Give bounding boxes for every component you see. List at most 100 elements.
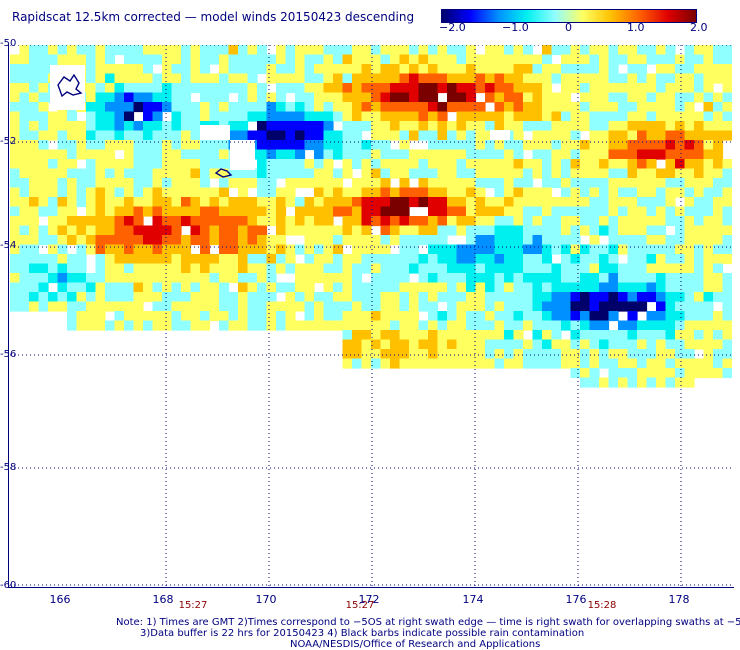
wind-diff-cell bbox=[57, 216, 68, 227]
wind-diff-cell bbox=[703, 263, 714, 274]
wind-diff-cell bbox=[200, 111, 211, 122]
wind-diff-cell bbox=[608, 377, 619, 388]
wind-diff-cell bbox=[570, 73, 581, 84]
wind-diff-cell bbox=[447, 168, 458, 179]
wind-diff-cell bbox=[323, 254, 334, 265]
wind-diff-cell bbox=[694, 368, 705, 379]
wind-diff-cell bbox=[399, 178, 410, 189]
wind-diff-cell bbox=[257, 187, 268, 198]
wind-diff-cell bbox=[323, 311, 334, 322]
wind-diff-cell bbox=[352, 263, 363, 274]
wind-diff-cell bbox=[228, 235, 239, 246]
wind-diff-cell bbox=[352, 254, 363, 265]
wind-diff-cell bbox=[494, 140, 505, 151]
wind-diff-cell bbox=[409, 254, 420, 265]
wind-diff-cell bbox=[361, 197, 372, 208]
wind-diff-cell bbox=[608, 45, 619, 56]
wind-diff-cell bbox=[95, 311, 106, 322]
wind-diff-cell bbox=[475, 235, 486, 246]
wind-diff-cell bbox=[418, 102, 429, 113]
wind-diff-cell bbox=[475, 349, 486, 360]
wind-diff-cell bbox=[599, 45, 610, 56]
wind-diff-cell bbox=[447, 54, 458, 65]
wind-diff-cell bbox=[209, 92, 220, 103]
wind-diff-cell bbox=[295, 159, 306, 170]
wind-diff-cell bbox=[209, 282, 220, 293]
wind-diff-cell bbox=[38, 225, 49, 236]
wind-diff-cell bbox=[219, 273, 230, 284]
wind-diff-cell bbox=[380, 64, 391, 75]
wind-diff-cell bbox=[513, 301, 524, 312]
wind-diff-cell bbox=[703, 273, 714, 284]
wind-diff-cell bbox=[38, 263, 49, 274]
wind-diff-cell bbox=[684, 149, 695, 160]
wind-diff-cell bbox=[570, 339, 581, 350]
wind-diff-cell bbox=[570, 273, 581, 284]
wind-diff-cell bbox=[722, 159, 732, 170]
wind-diff-cell bbox=[190, 273, 201, 284]
wind-diff-cell bbox=[352, 292, 363, 303]
wind-diff-cell bbox=[599, 187, 610, 198]
wind-diff-cell bbox=[570, 187, 581, 198]
wind-diff-cell bbox=[171, 121, 182, 132]
wind-diff-cell bbox=[95, 159, 106, 170]
wind-diff-cell bbox=[399, 73, 410, 84]
wind-diff-cell bbox=[323, 282, 334, 293]
wind-diff-cell bbox=[247, 206, 258, 217]
wind-diff-cell bbox=[295, 121, 306, 132]
wind-diff-cell bbox=[190, 282, 201, 293]
wind-diff-cell bbox=[95, 282, 106, 293]
wind-diff-cell bbox=[713, 311, 724, 322]
wind-diff-cell bbox=[409, 235, 420, 246]
wind-diff-cell bbox=[390, 320, 401, 331]
wind-diff-cell bbox=[722, 197, 732, 208]
wind-diff-cell bbox=[380, 206, 391, 217]
wind-diff-cell bbox=[181, 159, 192, 170]
wind-diff-cell bbox=[665, 320, 676, 331]
wind-diff-cell bbox=[437, 206, 448, 217]
wind-diff-cell bbox=[38, 54, 49, 65]
wind-diff-cell bbox=[418, 273, 429, 284]
wind-diff-cell bbox=[19, 263, 30, 274]
wind-diff-cell bbox=[703, 244, 714, 255]
wind-diff-cell bbox=[181, 254, 192, 265]
wind-diff-cell bbox=[580, 92, 591, 103]
wind-diff-cell bbox=[665, 64, 676, 75]
wind-diff-cell bbox=[475, 216, 486, 227]
wind-diff-cell bbox=[504, 64, 515, 75]
wind-diff-cell bbox=[694, 282, 705, 293]
wind-diff-cell bbox=[684, 92, 695, 103]
wind-diff-cell bbox=[504, 159, 515, 170]
wind-diff-cell bbox=[323, 301, 334, 312]
wind-diff-cell bbox=[304, 45, 315, 56]
wind-diff-cell bbox=[29, 282, 40, 293]
wind-diff-cell bbox=[599, 330, 610, 341]
wind-diff-cell bbox=[181, 320, 192, 331]
wind-diff-cell bbox=[19, 45, 30, 56]
wind-diff-cell bbox=[466, 282, 477, 293]
wind-diff-cell bbox=[86, 168, 97, 179]
wind-diff-cell bbox=[200, 140, 211, 151]
wind-diff-cell bbox=[608, 216, 619, 227]
wind-diff-cell bbox=[627, 225, 638, 236]
wind-diff-cell bbox=[257, 64, 268, 75]
wind-diff-cell bbox=[10, 301, 21, 312]
wind-diff-cell bbox=[314, 149, 325, 160]
wind-diff-cell bbox=[656, 368, 667, 379]
wind-diff-cell bbox=[447, 358, 458, 369]
wind-diff-cell bbox=[409, 225, 420, 236]
wind-diff-cell bbox=[105, 140, 116, 151]
wind-diff-cell bbox=[618, 168, 629, 179]
wind-diff-cell bbox=[456, 187, 467, 198]
wind-diff-cell bbox=[399, 121, 410, 132]
wind-diff-cell bbox=[209, 149, 220, 160]
wind-diff-cell bbox=[76, 235, 87, 246]
wind-diff-cell bbox=[200, 73, 211, 84]
wind-diff-cell bbox=[162, 273, 173, 284]
wind-diff-cell bbox=[29, 140, 40, 151]
wind-diff-cell bbox=[266, 54, 277, 65]
wind-diff-cell bbox=[675, 73, 686, 84]
wind-diff-cell bbox=[314, 140, 325, 151]
wind-diff-cell bbox=[304, 197, 315, 208]
wind-diff-cell bbox=[76, 130, 87, 141]
